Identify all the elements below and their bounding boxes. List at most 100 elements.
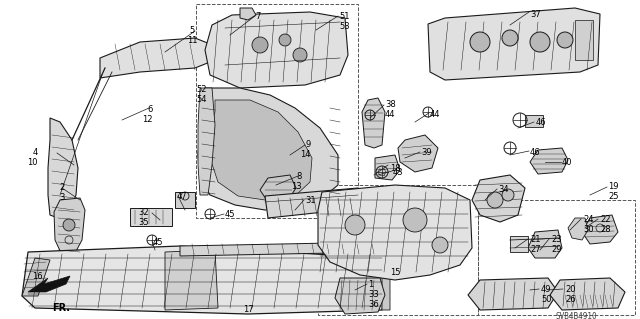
Text: 14: 14 [301, 150, 311, 159]
Text: 23: 23 [551, 235, 562, 244]
Text: 35: 35 [138, 218, 148, 227]
Text: 15: 15 [390, 268, 401, 277]
Polygon shape [468, 278, 558, 310]
Polygon shape [528, 230, 562, 258]
Polygon shape [54, 198, 85, 255]
Polygon shape [205, 12, 348, 88]
Text: 1: 1 [368, 280, 373, 289]
Text: 8: 8 [296, 172, 302, 181]
Text: 2: 2 [60, 183, 65, 192]
Text: 6: 6 [148, 105, 153, 114]
Text: 49: 49 [541, 285, 552, 294]
Text: 44: 44 [430, 110, 440, 119]
Text: 9: 9 [306, 140, 311, 149]
Polygon shape [382, 258, 390, 310]
Circle shape [293, 48, 307, 62]
Text: 29: 29 [551, 245, 561, 254]
Text: 26: 26 [565, 295, 575, 304]
Text: 46: 46 [536, 118, 547, 127]
Circle shape [345, 215, 365, 235]
Text: 20: 20 [565, 285, 575, 294]
Text: 3: 3 [60, 193, 65, 202]
Polygon shape [180, 242, 385, 256]
Text: 13: 13 [291, 182, 302, 191]
Text: 53: 53 [339, 22, 349, 31]
Bar [175, 192, 195, 208]
Text: 12: 12 [143, 115, 153, 124]
Polygon shape [198, 88, 338, 210]
Circle shape [252, 37, 268, 53]
Polygon shape [318, 185, 472, 280]
Text: 25: 25 [608, 192, 618, 201]
Text: 39: 39 [421, 148, 431, 157]
Polygon shape [398, 135, 438, 172]
Text: 28: 28 [600, 225, 611, 234]
Circle shape [530, 32, 550, 52]
Circle shape [502, 189, 514, 201]
Bar [478, 200, 635, 315]
Bar [575, 20, 593, 60]
Circle shape [279, 34, 291, 46]
Bar [525, 115, 543, 127]
Text: 37: 37 [530, 10, 541, 19]
Text: 34: 34 [498, 185, 509, 194]
Polygon shape [362, 98, 385, 148]
Polygon shape [260, 175, 296, 202]
Text: 45: 45 [225, 210, 236, 219]
Text: 21: 21 [530, 235, 541, 244]
Bar [510, 236, 528, 252]
Polygon shape [530, 148, 568, 174]
Text: 50: 50 [541, 295, 552, 304]
Text: 11: 11 [187, 36, 197, 45]
Polygon shape [48, 118, 78, 218]
Text: 5: 5 [189, 26, 195, 35]
Polygon shape [265, 188, 362, 218]
Text: 4: 4 [33, 148, 38, 157]
Text: 19: 19 [608, 182, 618, 191]
Circle shape [403, 208, 427, 232]
Text: 31: 31 [305, 196, 316, 205]
Polygon shape [198, 88, 215, 195]
Polygon shape [28, 276, 70, 292]
Circle shape [432, 237, 448, 253]
Text: 18: 18 [390, 164, 401, 173]
Bar [318, 185, 478, 315]
Text: 32: 32 [138, 208, 148, 217]
Text: 51: 51 [339, 12, 349, 21]
Polygon shape [428, 8, 600, 80]
Text: 44: 44 [385, 110, 396, 119]
Text: 54: 54 [196, 95, 207, 104]
Bar [130, 208, 172, 226]
Text: 7: 7 [255, 12, 260, 21]
Circle shape [557, 32, 573, 48]
Circle shape [502, 30, 518, 46]
Text: 40: 40 [562, 158, 573, 167]
Text: 30: 30 [583, 225, 594, 234]
Polygon shape [22, 246, 388, 314]
Text: 16: 16 [32, 272, 43, 281]
Polygon shape [550, 278, 625, 310]
Polygon shape [165, 250, 218, 310]
Text: 52: 52 [196, 85, 207, 94]
Polygon shape [100, 38, 210, 78]
Bar [196, 4, 358, 218]
Polygon shape [582, 215, 618, 244]
Polygon shape [472, 175, 525, 222]
Polygon shape [568, 218, 588, 240]
Circle shape [63, 219, 75, 231]
Polygon shape [240, 8, 256, 20]
Text: SVB4B4910: SVB4B4910 [555, 312, 596, 319]
Circle shape [470, 32, 490, 52]
Text: 43: 43 [393, 168, 404, 177]
Polygon shape [375, 155, 400, 180]
Text: 47: 47 [177, 192, 188, 201]
Text: 33: 33 [368, 290, 379, 299]
Circle shape [487, 192, 503, 208]
Text: 22: 22 [600, 215, 611, 224]
Text: 45: 45 [153, 238, 163, 247]
Text: 38: 38 [385, 100, 396, 109]
Text: FR.: FR. [52, 303, 70, 313]
Text: 17: 17 [243, 305, 253, 314]
Text: 36: 36 [368, 300, 379, 309]
Polygon shape [210, 100, 312, 200]
